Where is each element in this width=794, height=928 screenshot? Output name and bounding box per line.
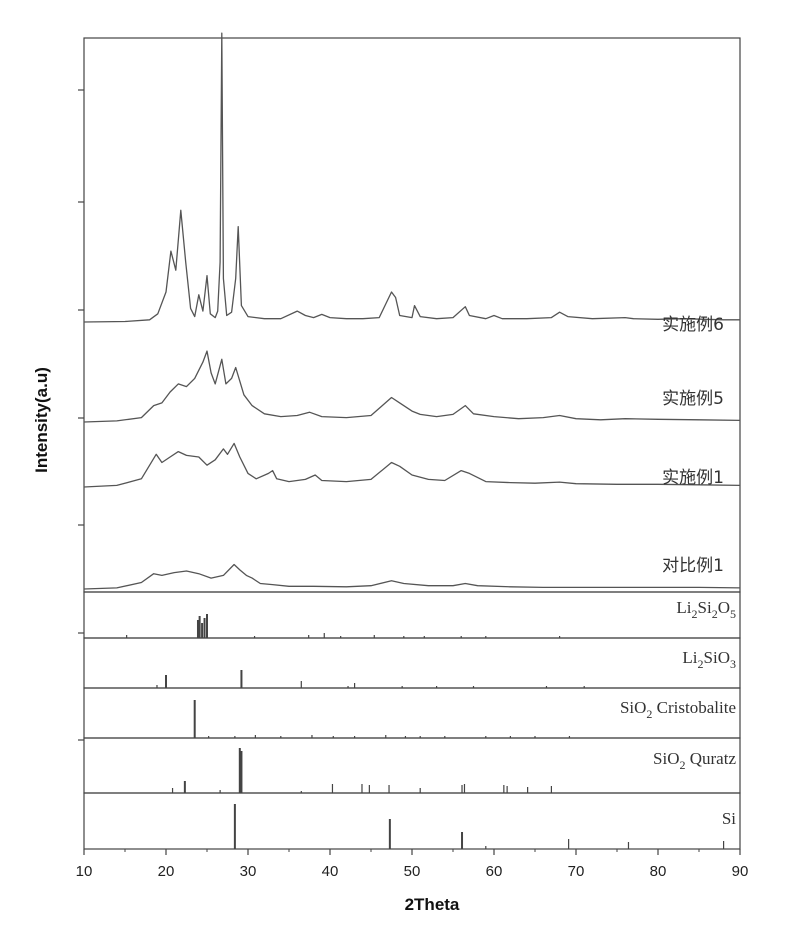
pattern-label: 对比例1 — [662, 556, 724, 576]
x-tick-label: 40 — [322, 863, 339, 880]
reference-stick-patterns — [127, 614, 724, 849]
label-text: O — [718, 598, 730, 617]
label-text: Si — [722, 809, 736, 828]
x-axis-ticks: 10 20 30 40 50 60 70 80 90 — [76, 849, 749, 880]
label-text: SiO — [704, 648, 730, 667]
xrd-trace — [84, 565, 740, 590]
reference-panel-frame — [84, 592, 740, 638]
reference-label: SiO2 Quratz — [653, 749, 736, 772]
pattern-labels: 实施例6 实施例5 实施例1 对比例1 — [662, 315, 724, 576]
x-tick-label: 10 — [76, 863, 93, 880]
reference-label: SiO2 Cristobalite — [620, 698, 736, 721]
label-subscript: 3 — [730, 657, 736, 671]
y-axis-label: Intensity(a.u) — [32, 367, 51, 473]
plot-frames — [84, 38, 740, 849]
x-tick-label: 80 — [650, 863, 667, 880]
xrd-patterns — [84, 33, 740, 589]
label-text: Si — [698, 598, 712, 617]
x-tick-label: 20 — [158, 863, 175, 880]
reference-label: Li2SiO3 — [682, 648, 736, 671]
x-tick-label: 60 — [486, 863, 503, 880]
label-text: Quratz — [685, 749, 736, 768]
label-text: SiO — [653, 749, 679, 768]
label-text: Li — [682, 648, 697, 667]
reference-panel-frame — [84, 638, 740, 688]
xrd-trace — [84, 33, 740, 322]
pattern-label: 实施例1 — [662, 468, 724, 488]
reference-label: Si — [722, 809, 736, 828]
label-text: Cristobalite — [652, 698, 736, 717]
label-subscript: 5 — [730, 607, 736, 621]
x-axis-label: 2Theta — [405, 895, 460, 914]
reference-panel-frame — [84, 793, 740, 849]
reference-label: Li2Si2O5 — [676, 598, 736, 621]
label-text: SiO — [620, 698, 646, 717]
x-tick-label: 70 — [568, 863, 585, 880]
pattern-label: 实施例5 — [662, 389, 724, 409]
x-tick-label: 30 — [240, 863, 257, 880]
x-tick-label: 50 — [404, 863, 421, 880]
label-text: Li — [676, 598, 691, 617]
y-axis-ticks — [78, 90, 84, 740]
reference-panel-frame — [84, 738, 740, 793]
xrd-trace — [84, 351, 740, 422]
pattern-label: 实施例6 — [662, 315, 724, 335]
x-tick-label: 90 — [732, 863, 749, 880]
xrd-trace — [84, 443, 740, 487]
